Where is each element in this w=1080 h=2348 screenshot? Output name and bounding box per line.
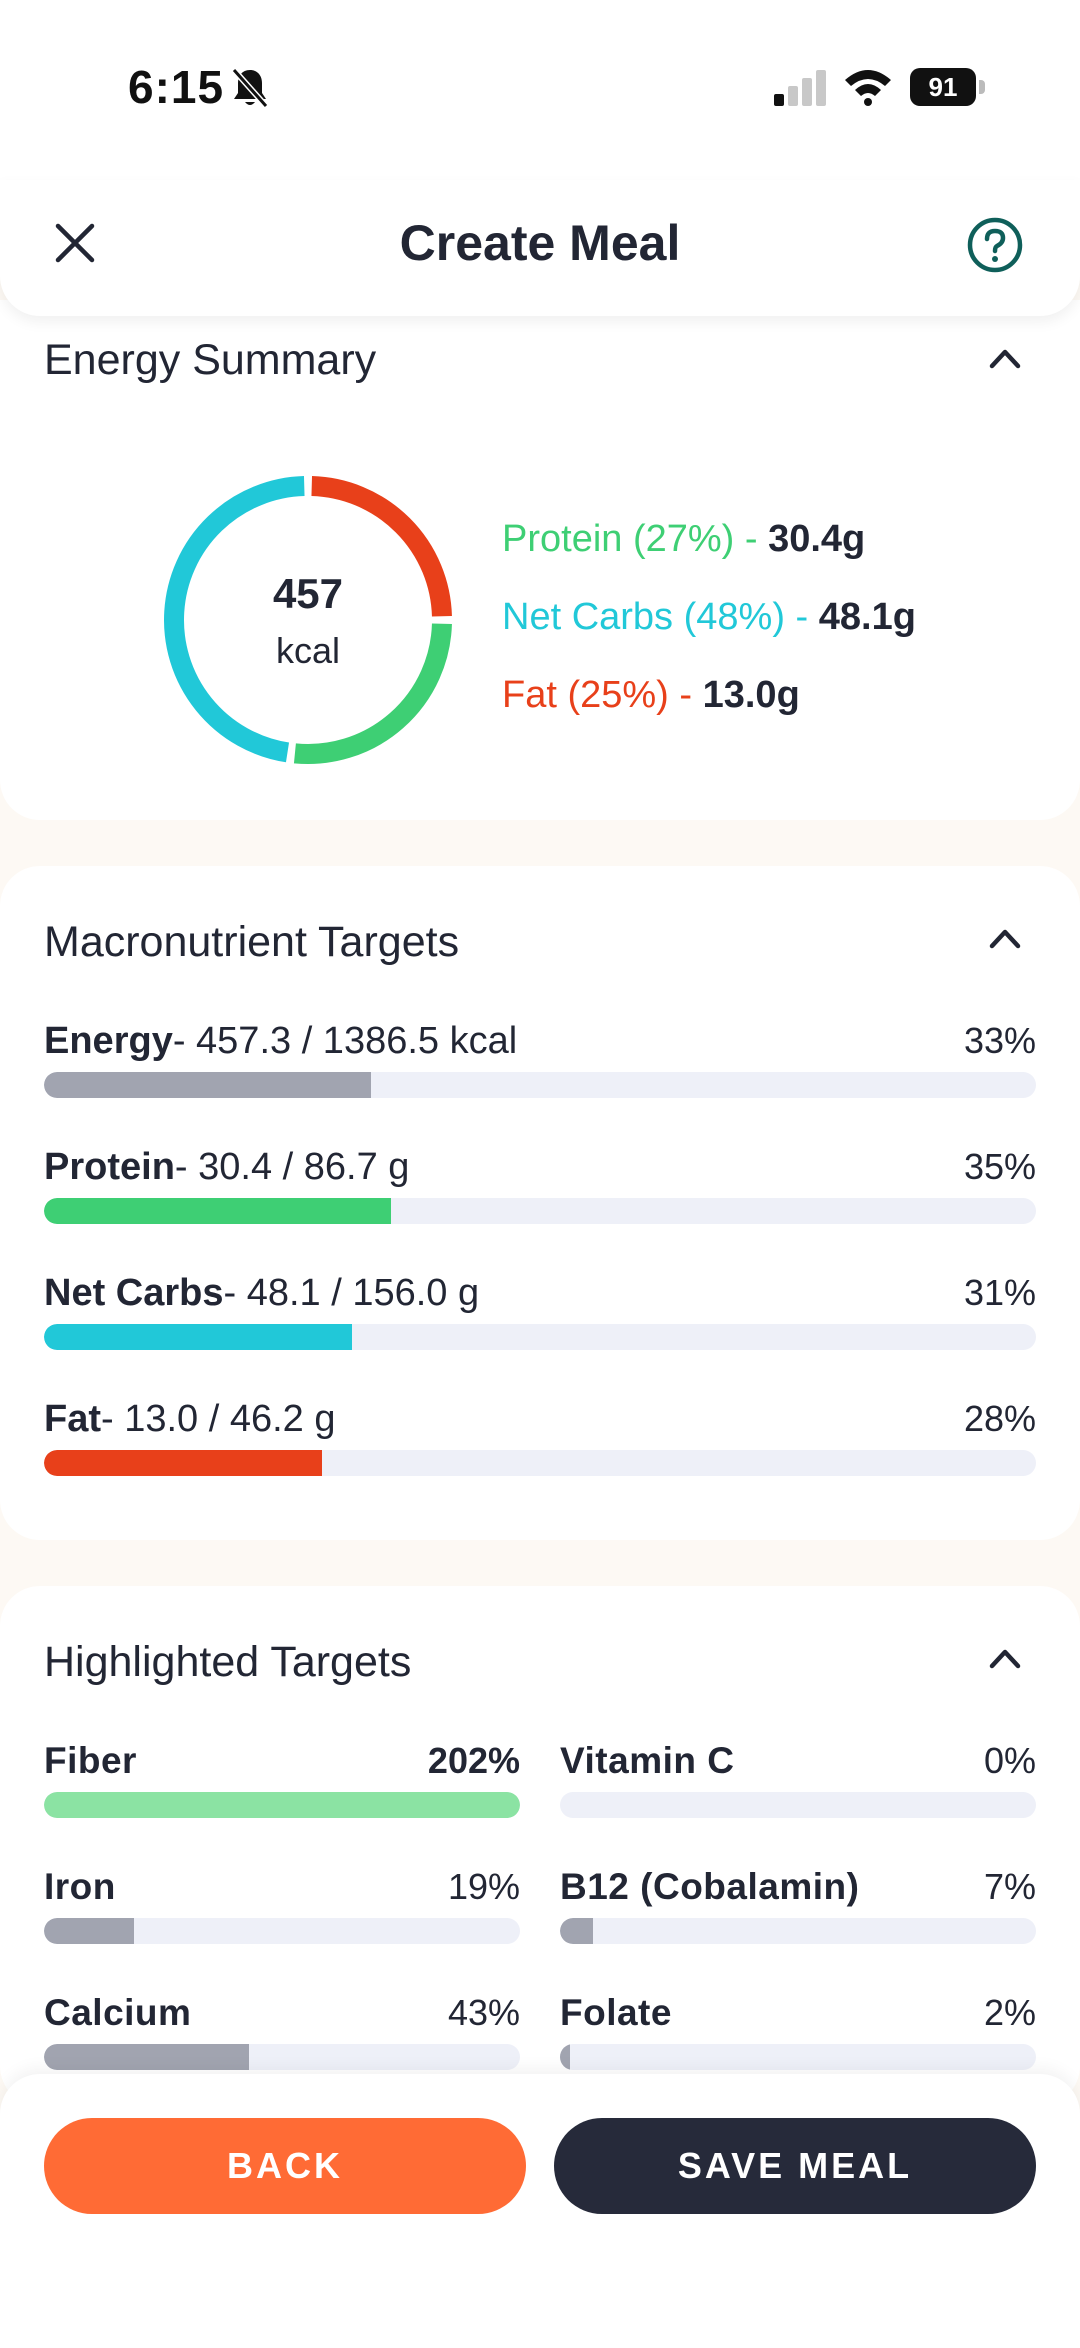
chevron-up-icon[interactable]: [986, 346, 1024, 370]
close-icon[interactable]: [50, 218, 100, 268]
legend-fat-label: Fat (25%) -: [502, 674, 703, 716]
progress-track: [44, 1450, 1036, 1476]
legend-net-carbs-label: Net Carbs (48%) -: [502, 596, 819, 638]
bell-slash-icon: [231, 68, 269, 108]
macro-name: Energy: [44, 1020, 173, 1062]
highlight-percent: 19%: [447, 1866, 520, 1907]
highlight-name: B12 (Cobalamin): [560, 1866, 860, 1907]
battery-level: 91: [910, 68, 976, 106]
highlighted-targets-title: Highlighted Targets: [44, 1638, 412, 1686]
progress-fill: [44, 1792, 520, 1818]
highlight-vitamin-c: Vitamin C 0%: [560, 1740, 1036, 1824]
macro-row-label: Fat- 13.0 / 46.2 g: [44, 1398, 336, 1441]
macro-row-label: Net Carbs- 48.1 / 156.0 g: [44, 1272, 479, 1315]
help-circle-icon[interactable]: [966, 216, 1024, 274]
progress-track: [44, 2044, 520, 2070]
highlight-percent: 43%: [447, 1992, 520, 2033]
progress-track: [560, 1918, 1036, 1944]
macro-row-fat: Fat- 13.0 / 46.2 g 28%: [44, 1398, 1036, 1482]
chevron-up-icon[interactable]: [986, 1646, 1024, 1670]
macro-targets-title: Macronutrient Targets: [44, 918, 460, 966]
legend-net-carbs: Net Carbs (48%) - 48.1g: [502, 596, 916, 639]
highlight-folate: Folate 2%: [560, 1992, 1036, 2076]
highlight-name: Calcium: [44, 1992, 192, 2033]
highlight-percent: 202%: [427, 1740, 520, 1781]
highlighted-targets-card: [0, 1586, 1080, 2106]
highlight-name: Fiber: [44, 1740, 137, 1781]
page-title: Create Meal: [399, 215, 681, 271]
macro-detail: - 30.4 / 86.7 g: [174, 1146, 410, 1188]
progress-track: [44, 1072, 1036, 1098]
footer-actions: BACK SAVE MEAL: [0, 2074, 1080, 2348]
donut-kcal-value: 457: [272, 570, 344, 617]
back-button[interactable]: BACK: [44, 2118, 526, 2214]
macro-percent: 35%: [963, 1146, 1036, 1187]
progress-track: [560, 1792, 1036, 1818]
macro-percent: 31%: [963, 1272, 1036, 1313]
highlight-percent: 7%: [983, 1866, 1036, 1907]
highlight-name: Folate: [560, 1992, 672, 2033]
macro-row-net-carbs: Net Carbs- 48.1 / 156.0 g 31%: [44, 1272, 1036, 1356]
progress-fill: [44, 1324, 352, 1350]
highlight-iron: Iron 19%: [44, 1866, 520, 1950]
legend-fat: Fat (25%) - 13.0g: [502, 674, 800, 717]
macro-row-label: Protein- 30.4 / 86.7 g: [44, 1146, 409, 1189]
macro-detail: - 457.3 / 1386.5 kcal: [172, 1020, 518, 1062]
macro-name: Protein: [44, 1146, 175, 1188]
progress-track: [560, 2044, 1036, 2070]
status-time: 6:15: [128, 61, 225, 113]
macro-row-energy: Energy- 457.3 / 1386.5 kcal 33%: [44, 1020, 1036, 1104]
progress-track: [44, 1198, 1036, 1224]
save-meal-button[interactable]: SAVE MEAL: [554, 2118, 1036, 2214]
macro-row-protein: Protein- 30.4 / 86.7 g 35%: [44, 1146, 1036, 1230]
progress-fill: [44, 2044, 249, 2070]
macro-detail: - 48.1 / 156.0 g: [223, 1272, 480, 1314]
highlight-percent: 2%: [983, 1992, 1036, 2033]
legend-net-carbs-amount: 48.1g: [818, 596, 916, 638]
highlight-fiber: Fiber 202%: [44, 1740, 520, 1824]
header-bar: Create Meal: [0, 180, 1080, 316]
legend-fat-amount: 13.0g: [702, 674, 800, 716]
macro-percent: 28%: [963, 1398, 1036, 1439]
progress-track: [44, 1918, 520, 1944]
progress-track: [44, 1792, 520, 1818]
chevron-up-icon[interactable]: [986, 926, 1024, 950]
donut-segment: [311, 476, 452, 617]
highlight-name: Vitamin C: [560, 1740, 735, 1781]
highlight-calcium: Calcium 43%: [44, 1992, 520, 2076]
progress-track: [44, 1324, 1036, 1350]
macro-name: Net Carbs: [44, 1272, 224, 1314]
progress-fill: [560, 2044, 570, 2070]
progress-fill: [44, 1198, 392, 1224]
highlight-percent: 0%: [983, 1740, 1036, 1781]
wifi-icon: [845, 70, 891, 106]
highlight-name: Iron: [44, 1866, 116, 1907]
progress-fill: [44, 1072, 372, 1098]
donut-segment: [293, 623, 452, 764]
signal-icon: [774, 70, 826, 106]
status-bar: 6:15 91: [0, 0, 1080, 180]
progress-fill: [560, 1918, 594, 1944]
donut-kcal-unit: kcal: [275, 630, 341, 671]
macro-name: Fat: [44, 1398, 101, 1440]
battery-icon: 91: [910, 68, 986, 106]
macro-percent: 33%: [963, 1020, 1036, 1061]
progress-fill: [44, 1918, 135, 1944]
macro-donut-chart: [164, 476, 452, 764]
legend-protein-amount: 30.4g: [768, 518, 866, 560]
legend-protein: Protein (27%) - 30.4g: [502, 518, 865, 561]
donut-segment: [164, 476, 305, 763]
macro-row-label: Energy- 457.3 / 1386.5 kcal: [44, 1020, 517, 1063]
macro-detail: - 13.0 / 46.2 g: [101, 1398, 336, 1440]
progress-fill: [44, 1450, 322, 1476]
energy-summary-title: Energy Summary: [44, 336, 377, 384]
legend-protein-label: Protein (27%) -: [502, 518, 769, 560]
highlight-b12: B12 (Cobalamin) 7%: [560, 1866, 1036, 1950]
